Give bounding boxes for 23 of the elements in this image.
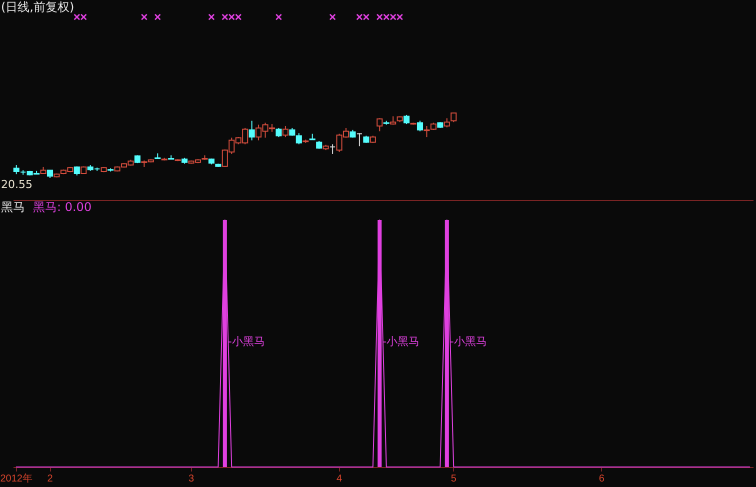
candlestick — [444, 118, 450, 128]
candlestick — [416, 120, 424, 132]
x-tick-label: 4 — [336, 474, 342, 484]
x-tick-label: 5 — [450, 474, 457, 484]
annotation: 20.55 — [1, 178, 32, 191]
candlestick — [282, 126, 288, 138]
text: 黑马: 0.00 — [33, 200, 92, 214]
candlestick — [296, 132, 302, 145]
x-tick-label: 2012年 — [0, 472, 32, 484]
candlestick — [450, 112, 457, 123]
annotation: -小黑马 — [228, 335, 265, 348]
x-tick-label: 3 — [188, 474, 194, 484]
candlestick — [248, 120, 255, 141]
x-tick-label: 2 — [47, 474, 54, 484]
candlestick — [404, 114, 410, 125]
annotation: -小黑马 — [450, 335, 487, 348]
x-tick-label: 6 — [598, 474, 605, 484]
candlestick — [356, 132, 362, 147]
chart-title: (日线,前复权) — [1, 0, 74, 14]
candlestick — [330, 144, 336, 154]
candlestick — [276, 127, 282, 138]
chart-title: 黑马 — [1, 200, 25, 214]
candlestick — [376, 118, 383, 132]
